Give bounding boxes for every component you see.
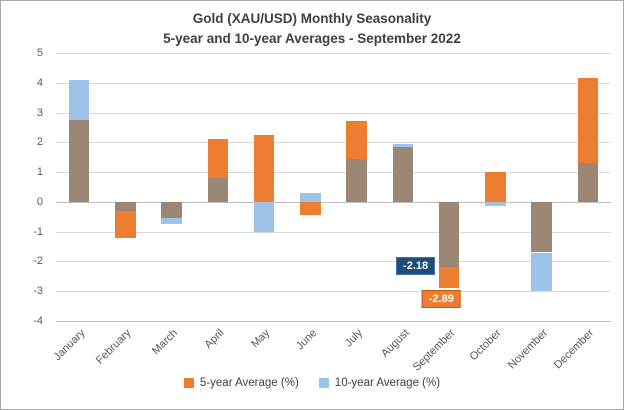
legend-swatch-10yr-icon	[318, 378, 329, 388]
chart-title-block: Gold (XAU/USD) Monthly Seasonality 5-yea…	[1, 9, 623, 48]
gridline	[56, 172, 611, 174]
bar-segment	[253, 201, 275, 232]
y-axis-tick-label: 2	[36, 136, 43, 149]
y-axis-tick-label: 4	[36, 76, 43, 89]
bar-segment	[68, 120, 90, 202]
x-axis-month-label: September	[411, 327, 458, 374]
bar-slot	[380, 53, 426, 321]
gridline	[56, 112, 611, 114]
bar-slot	[195, 53, 241, 321]
bar-slot	[56, 53, 102, 321]
bar-segment	[115, 201, 136, 211]
plot-area: -2.18 -2.89	[56, 53, 611, 322]
y-axis-tick-label: -1	[33, 225, 43, 238]
x-axis-month-label: July	[342, 327, 366, 350]
bar-segment	[438, 266, 460, 288]
bar-slot	[565, 53, 611, 321]
bar-slot	[241, 53, 287, 321]
gridline	[56, 82, 611, 84]
gridline	[56, 261, 611, 263]
chart-title: Gold (XAU/USD) Monthly Seasonality	[192, 11, 432, 26]
y-axis-tick-label: 5	[36, 47, 43, 59]
bar-segment	[485, 201, 506, 207]
bar-segment	[392, 143, 414, 147]
bar-segment	[207, 139, 229, 179]
bar-segment	[531, 201, 552, 253]
x-axis-month-label: January	[51, 327, 88, 364]
bar-slot	[149, 53, 195, 321]
legend-item-5yr: 5-year Average (%)	[183, 377, 299, 389]
y-axis-tick-label: 1	[36, 166, 43, 179]
bar-segment	[346, 121, 367, 159]
gridline	[56, 291, 611, 293]
bar-segment	[115, 210, 136, 238]
legend-label-10yr: 10-year Average (%)	[334, 377, 441, 389]
x-axis-month-label: August	[378, 327, 412, 360]
x-axis-month-label: November	[505, 327, 551, 372]
x-axis: January February March April May June July Augu…	[51, 325, 611, 379]
legend-label-5yr: 5-year Average (%)	[199, 377, 299, 389]
bar-segment	[207, 178, 229, 202]
y-axis-tick-label: 0	[36, 195, 43, 208]
chart-legend: 5-year Average (%) 10-year Average (%)	[1, 377, 623, 389]
bar-slot	[519, 53, 565, 321]
bar-segment	[346, 158, 367, 202]
annotation-callout: -2.18	[396, 256, 436, 275]
x-axis-month-label: March	[150, 327, 181, 358]
x-axis-month-label: December	[551, 327, 597, 372]
y-axis-tick-label: -2	[33, 255, 43, 268]
bar-segment	[485, 172, 506, 202]
y-axis-tick-label: -3	[33, 285, 43, 298]
legend-swatch-5yr-icon	[183, 378, 194, 388]
bar-segment	[438, 201, 460, 267]
bar-slot	[334, 53, 380, 321]
chart-subtitle: 5-year and 10-year Averages - September …	[163, 30, 461, 46]
bar-segment	[300, 192, 321, 202]
bar-segment	[161, 201, 182, 219]
gridline	[56, 142, 611, 144]
x-axis-month-label: February	[94, 327, 134, 367]
x-axis-month-label: May	[249, 327, 273, 351]
bar-slot	[472, 53, 518, 321]
bar-slot	[426, 53, 472, 321]
bar-segment	[392, 146, 414, 202]
legend-item-10yr: 10-year Average (%)	[318, 377, 441, 389]
annotation-callout: -2.89	[421, 289, 461, 308]
bar-slot	[287, 53, 333, 321]
bar-segment	[577, 78, 599, 164]
bar-segment	[161, 218, 182, 225]
x-axis-month-label: April	[202, 327, 227, 352]
gridline	[56, 231, 611, 233]
bar-segment	[68, 79, 90, 120]
bar-segment	[253, 134, 275, 202]
y-axis: 5 4 3 2 1 0 -1 -2 -3 -4	[9, 47, 49, 327]
gridline	[56, 201, 611, 203]
x-axis-month-label: October	[467, 327, 504, 364]
bar-segment	[531, 252, 552, 292]
x-axis-month-label: June	[293, 327, 319, 353]
bar-segment	[300, 201, 321, 216]
gridline	[56, 53, 611, 54]
gridline	[56, 321, 611, 322]
bar-segment	[577, 163, 599, 202]
bar-slot	[102, 53, 148, 321]
y-axis-tick-label: 3	[36, 106, 43, 119]
y-axis-tick-label: -4	[33, 315, 43, 327]
